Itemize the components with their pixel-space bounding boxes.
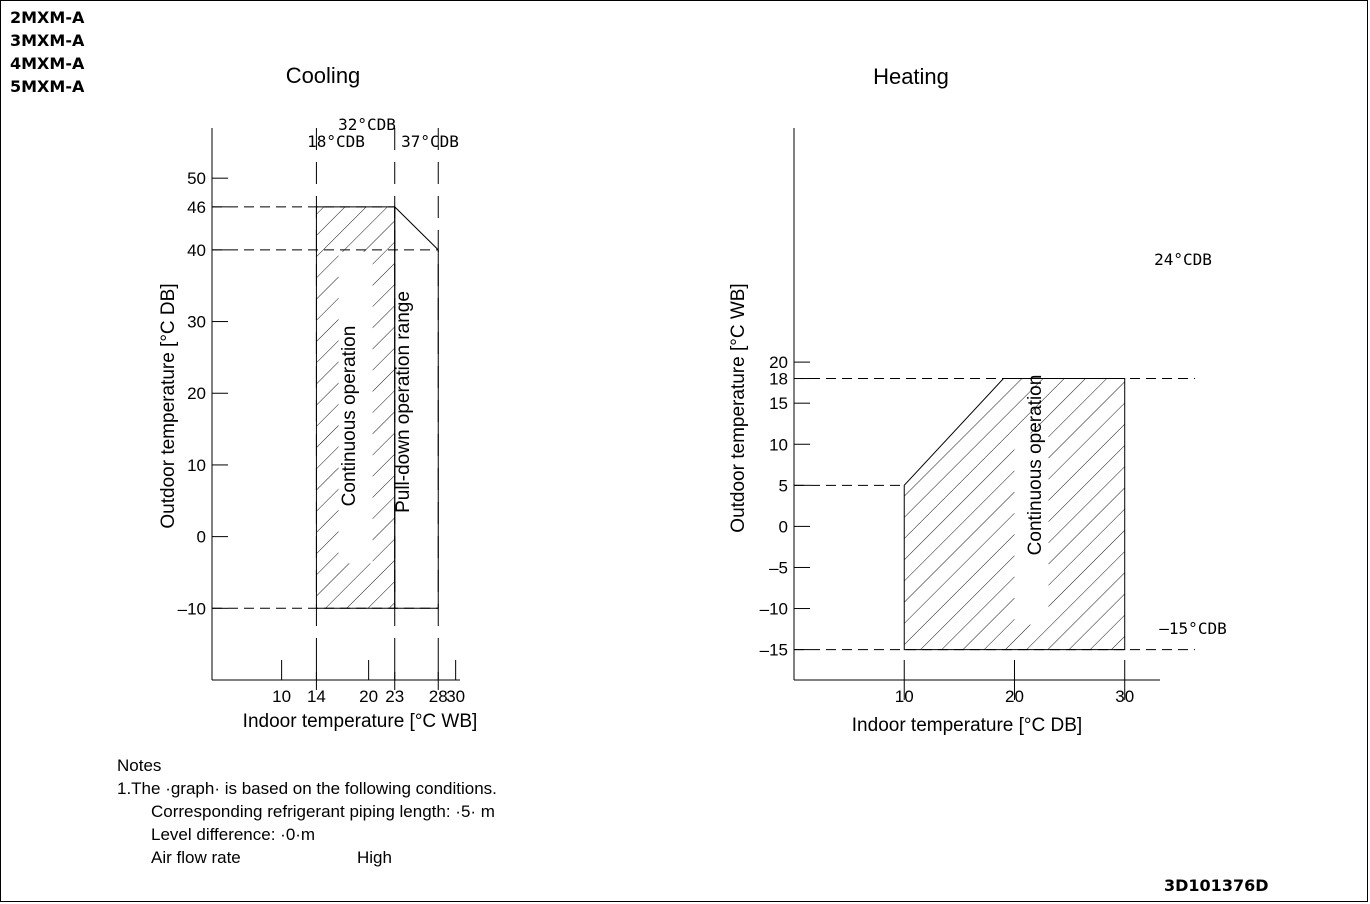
y-tick-label: –15	[760, 641, 788, 660]
cooling-title: Cooling	[286, 63, 361, 88]
x-tick-label: 23	[385, 687, 404, 706]
notes-line: 1.The ·graph· is based on the following …	[117, 779, 497, 798]
y-tick-label: 0	[779, 517, 788, 536]
y-tick-label: 18	[769, 370, 788, 389]
x-tick-label: 20	[1005, 687, 1024, 706]
notes-line: Level difference: ·0·m	[151, 825, 316, 844]
y-tick-label: 15	[769, 394, 788, 413]
model-name: 3MXM-A	[10, 31, 85, 50]
y-tick-label: 0	[197, 528, 206, 547]
x-tick-label: 30	[446, 687, 465, 706]
x-tick-label: 28	[429, 687, 448, 706]
notes-heading: Notes	[117, 756, 162, 775]
heating-regions	[903, 378, 1126, 651]
model-name: 2MXM-A	[10, 8, 85, 27]
heating-x-label: Indoor temperature [°C DB]	[852, 715, 1082, 736]
y-tick-label: 20	[769, 353, 788, 372]
heating-y-label: Outdoor temperature [°C WB]	[728, 283, 749, 532]
cooling-region-label: Pull-down operation range	[393, 291, 414, 513]
y-tick-label: –10	[760, 600, 788, 619]
cooling-ref-label: 18°CDB	[307, 132, 365, 151]
cooling-y-ticks: –10 0 10 20 30 40 46 50	[178, 169, 228, 618]
y-tick-label: 20	[187, 384, 206, 403]
model-name: 5MXM-A	[10, 77, 85, 96]
heating-x-ticks: 10 20 30	[895, 660, 1134, 706]
cooling-y-label: Outdoor temperature [°C DB]	[158, 283, 179, 528]
model-name: 4MXM-A	[10, 54, 85, 73]
cooling-region-label: Continuous operation	[339, 326, 360, 507]
cooling-ref-label: 32°CDB	[338, 115, 396, 134]
air-flow-value: High	[357, 848, 392, 867]
y-tick-label: 50	[187, 169, 206, 188]
notes-air-flow: Air flow rate High	[117, 846, 497, 869]
x-tick-label: 20	[359, 687, 378, 706]
x-tick-label: 30	[1115, 687, 1134, 706]
cooling-regions	[315, 205, 439, 609]
y-tick-label: –10	[178, 599, 206, 618]
notes-line: Corresponding refrigerant piping length:…	[151, 802, 495, 821]
air-flow-label: Air flow rate	[151, 848, 241, 867]
x-tick-label: 10	[272, 687, 291, 706]
x-tick-label: 10	[895, 687, 914, 706]
cooling-x-label: Indoor temperature [°C WB]	[243, 711, 478, 732]
x-tick-label: 14	[307, 687, 326, 706]
cooling-ref-label: 37°CDB	[401, 132, 459, 151]
y-tick-label: 40	[187, 241, 206, 260]
y-tick-label: 30	[187, 313, 206, 332]
outlined-region	[394, 205, 439, 609]
y-tick-label: 10	[769, 435, 788, 454]
heating-ref-label: –15°CDB	[1159, 619, 1226, 638]
notes: Notes 1.The ·graph· is based on the foll…	[117, 754, 497, 869]
region-label-band	[338, 251, 373, 564]
document-id: 3D101376D	[1164, 876, 1269, 895]
heating-region-label: Continuous operation	[1025, 375, 1046, 556]
y-tick-label: 46	[187, 198, 206, 217]
heating-ref-label: 24°CDB	[1154, 250, 1212, 269]
y-tick-label: 10	[187, 456, 206, 475]
y-tick-label: 5	[779, 476, 788, 495]
model-list: 2MXM-A 3MXM-A 4MXM-A 5MXM-A	[10, 6, 84, 98]
heating-title: Heating	[873, 64, 949, 89]
y-tick-label: –5	[769, 558, 788, 577]
region-label-band	[1014, 433, 1049, 625]
